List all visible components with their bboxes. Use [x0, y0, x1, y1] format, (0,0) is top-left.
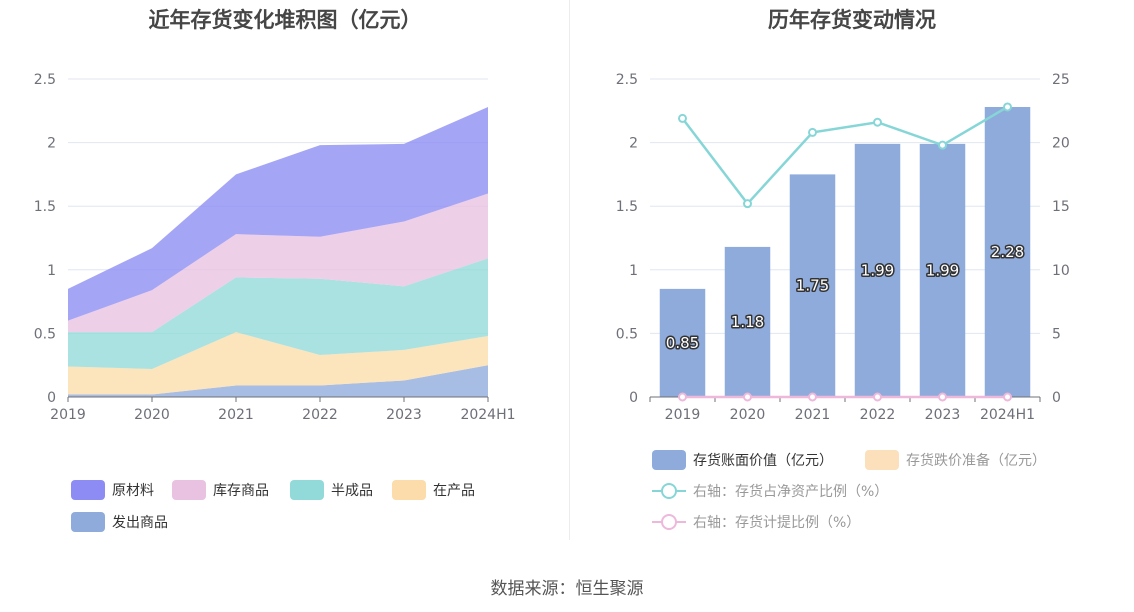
legend-label-ratio-net-assets: 右轴：存货占净资产比例（%） [693, 484, 889, 500]
left-area-chart: 0 0.5 1 1.5 2 2.5 2019 2020 2021 2022 2023 2024H1 [34, 72, 516, 423]
bar-value-label: 0.85 [666, 334, 699, 352]
left-chart-title: 近年存货变化堆积图（亿元） [148, 8, 422, 32]
bar-value-label: 1.75 [796, 277, 829, 295]
y-tick-label: 1 [629, 263, 638, 279]
legend-label-impairment: 存货跌价准备（亿元） [906, 453, 1046, 469]
y-tick-label: 2.5 [34, 72, 56, 88]
legend-swatch-impairment [865, 450, 899, 470]
legend-swatch-raw-materials [71, 480, 105, 500]
x-tick-label: 2023 [386, 407, 422, 423]
y-tick-label: 2 [47, 136, 56, 152]
legend-item-semi-finished[interactable]: 半成品 [290, 480, 373, 500]
legend-item-finished-goods[interactable]: 库存商品 [172, 480, 269, 500]
legend-swatch-semi-finished [290, 480, 324, 500]
bar-book-value [919, 143, 966, 397]
legend-item-provision-ratio[interactable]: 右轴：存货计提比例（%） [652, 512, 860, 532]
panel-divider [569, 0, 570, 540]
y-tick-label: 1.5 [34, 199, 56, 215]
y-tick-label: 1 [47, 263, 56, 279]
legend-label-provision-ratio: 右轴：存货计提比例（%） [693, 515, 861, 531]
legend-item-raw-materials[interactable]: 原材料 [71, 480, 154, 500]
line-ratio-net-assets [681, 105, 1009, 206]
bar-value-label: 1.18 [731, 313, 764, 331]
legend-line-provision-icon [652, 512, 686, 532]
point-ratio-net-assets [938, 140, 947, 150]
area-series-半成品 [68, 258, 488, 370]
y-tick-label: 2.5 [616, 72, 638, 88]
legend-swatch-wip [392, 480, 426, 500]
point-provision-ratio [873, 392, 882, 402]
y-tick-label: 0 [47, 390, 56, 406]
legend-item-ratio-net-assets[interactable]: 右轴：存货占净资产比例（%） [652, 481, 888, 501]
y-tick-label: 0.5 [616, 326, 638, 342]
y2-tick-label: 20 [1052, 136, 1070, 152]
point-ratio-net-assets [678, 113, 687, 123]
point-provision-ratio [938, 392, 947, 402]
legend-item-goods-shipped[interactable]: 发出商品 [71, 512, 168, 532]
bar-book-value [789, 174, 836, 397]
point-provision-ratio [678, 392, 687, 402]
legend-item-book-value[interactable]: 存货账面价值（亿元） [652, 450, 833, 470]
legend-label-finished-goods: 库存商品 [213, 483, 269, 499]
legend-swatch-goods-shipped [71, 512, 105, 532]
legend-line-ratio-icon [652, 481, 686, 501]
y2-tick-label: 5 [1052, 326, 1061, 342]
x-tick-label: 2024H1 [460, 407, 515, 423]
legend-item-wip[interactable]: 在产品 [392, 480, 475, 500]
bar-book-value [984, 106, 1031, 397]
point-provision-ratio [1003, 392, 1012, 402]
bar-book-value [724, 246, 771, 397]
x-tick-label: 2022 [860, 407, 896, 423]
area-series-原材料 [68, 106, 488, 321]
point-provision-ratio [808, 392, 817, 402]
point-provision-ratio [743, 392, 752, 402]
x-tick-label: 2024H1 [980, 407, 1035, 423]
legend-label-semi-finished: 半成品 [331, 483, 373, 499]
x-tick-label: 2022 [302, 407, 338, 423]
y-tick-label: 2 [629, 136, 638, 152]
area-series-发出商品 [68, 365, 488, 397]
legend-label-goods-shipped: 发出商品 [112, 515, 168, 531]
x-tick-label: 2019 [665, 407, 701, 423]
bar-value-label: 2.28 [991, 243, 1024, 261]
x-tick-label: 2020 [730, 407, 766, 423]
legend-item-impairment[interactable]: 存货跌价准备（亿元） [865, 450, 1046, 470]
point-ratio-net-assets [808, 127, 817, 137]
y2-tick-label: 0 [1052, 390, 1061, 406]
bar-value-label: 1.99 [861, 261, 894, 279]
y2-tick-label: 10 [1052, 263, 1070, 279]
y2-tick-label: 15 [1052, 199, 1070, 215]
x-tick-label: 2021 [218, 407, 254, 423]
x-tick-label: 2019 [50, 407, 86, 423]
right-chart-title: 历年存货变动情况 [768, 8, 936, 32]
legend-label-raw-materials: 原材料 [112, 483, 154, 499]
y-tick-label: 0 [629, 390, 638, 406]
data-source: 数据来源：恒生聚源 [490, 579, 644, 599]
x-tick-label: 2020 [134, 407, 170, 423]
point-ratio-net-assets [873, 117, 882, 127]
area-series-在产品 [68, 332, 488, 395]
point-ratio-net-assets [743, 199, 752, 209]
area-series-库存商品 [68, 193, 488, 333]
legend-label-book-value: 存货账面价值（亿元） [693, 453, 833, 469]
x-tick-label: 2023 [925, 407, 961, 423]
bar-book-value [854, 143, 901, 397]
bar-value-label: 1.99 [926, 261, 959, 279]
x-tick-label: 2021 [795, 407, 831, 423]
point-ratio-net-assets [1003, 102, 1012, 112]
y-tick-label: 1.5 [616, 199, 638, 215]
y-tick-label: 0.5 [34, 326, 56, 342]
legend-swatch-book-value [652, 450, 686, 470]
legend-swatch-finished-goods [172, 480, 206, 500]
y2-tick-label: 25 [1052, 72, 1070, 88]
legend-label-wip: 在产品 [433, 483, 475, 499]
bar-book-value [659, 288, 706, 397]
right-combo-chart: 0 0.5 1 1.5 2 2.5 0 5 10 15 20 25 0.85 1.18 1.75 1.99 1.… [616, 72, 1070, 423]
